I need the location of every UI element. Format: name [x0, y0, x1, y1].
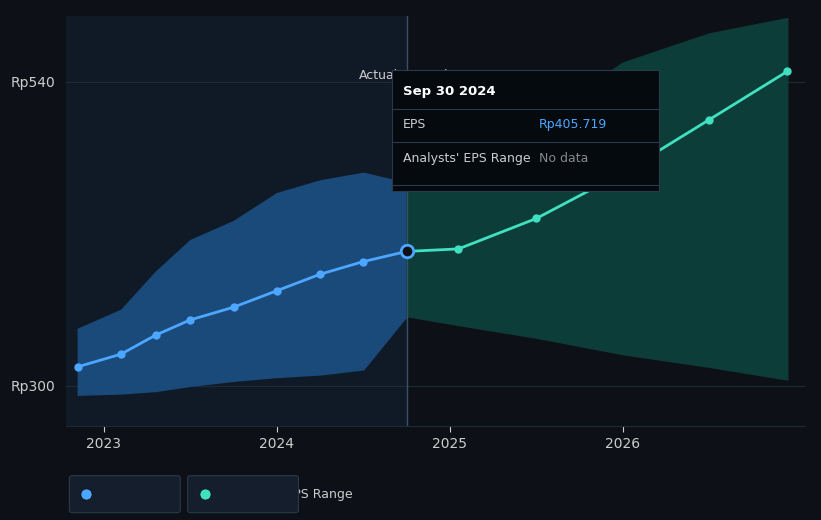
- Text: Actual: Actual: [359, 69, 398, 82]
- Text: EPS: EPS: [107, 488, 131, 501]
- FancyBboxPatch shape: [188, 476, 299, 513]
- Text: Analysts' EPS Range: Analysts' EPS Range: [225, 488, 353, 501]
- Bar: [406, 16, 805, 426]
- FancyBboxPatch shape: [69, 476, 181, 513]
- Text: EPS: EPS: [403, 119, 426, 132]
- Text: Analysts Forecasts: Analysts Forecasts: [420, 69, 537, 82]
- Text: Sep 30 2024: Sep 30 2024: [403, 85, 495, 98]
- Bar: [66, 16, 406, 426]
- Text: Analysts' EPS Range: Analysts' EPS Range: [403, 152, 530, 165]
- Text: No data: No data: [539, 152, 589, 165]
- Text: Rp405.719: Rp405.719: [539, 119, 608, 132]
